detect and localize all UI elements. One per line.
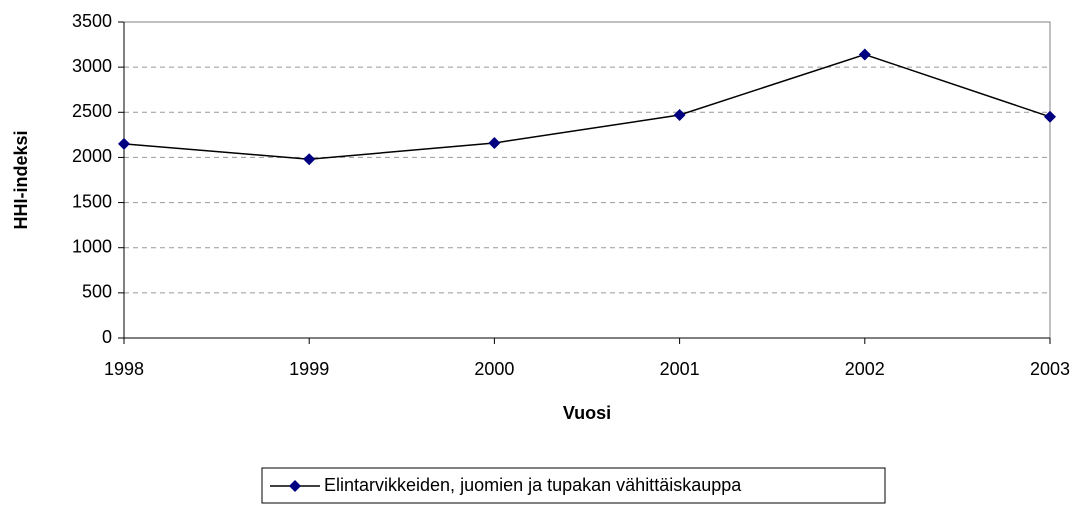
series-line xyxy=(123,53,1051,160)
x-tick-label: 1998 xyxy=(104,359,144,379)
y-axis-title: HHI-indeksi xyxy=(11,130,31,229)
x-tick-label: 2001 xyxy=(660,359,700,379)
x-axis-title: Vuosi xyxy=(563,403,611,423)
legend-marker xyxy=(289,480,301,492)
point-marker xyxy=(858,48,871,61)
y-tick-label: 2500 xyxy=(72,101,112,121)
legend-label: Elintarvikkeiden, juomien ja tupakan väh… xyxy=(324,475,742,495)
point-marker xyxy=(488,136,501,149)
y-tick-label: 1500 xyxy=(72,191,112,211)
x-tick-label: 2000 xyxy=(474,359,514,379)
x-tick-label: 2002 xyxy=(845,359,885,379)
x-tick-label: 1999 xyxy=(289,359,329,379)
y-tick-label: 3000 xyxy=(72,56,112,76)
point-marker xyxy=(1044,110,1056,123)
point-marker xyxy=(118,137,130,150)
y-tick-label: 0 xyxy=(102,327,112,347)
x-tick-label: 2003 xyxy=(1030,359,1070,379)
y-tick-label: 1000 xyxy=(72,236,112,256)
y-tick-label: 3500 xyxy=(72,11,112,31)
legend-box xyxy=(261,467,886,504)
y-tick-label: 2000 xyxy=(72,146,112,166)
point-marker xyxy=(303,153,316,166)
y-tick-label: 500 xyxy=(82,282,112,302)
point-marker xyxy=(673,108,686,121)
